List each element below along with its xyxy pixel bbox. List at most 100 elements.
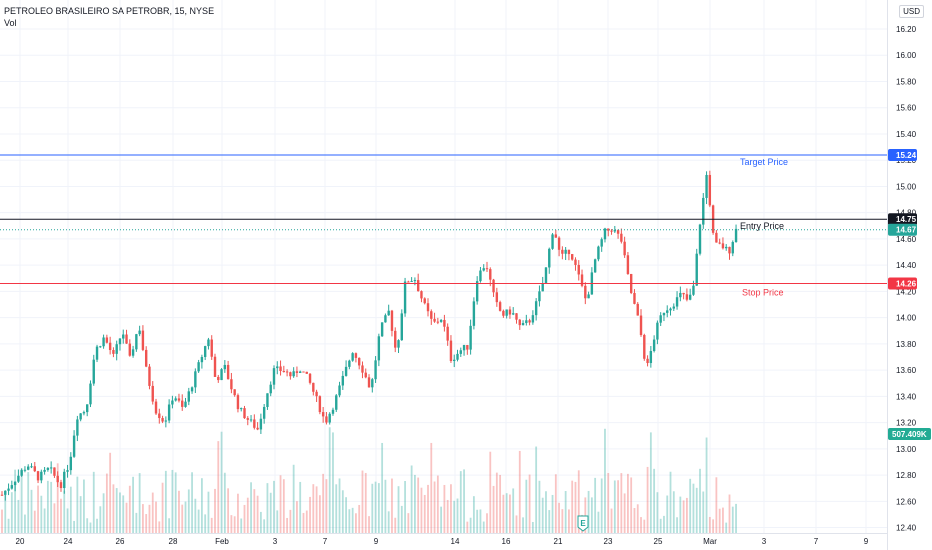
volume-bar bbox=[24, 514, 26, 533]
candle-body bbox=[600, 239, 603, 247]
candle-body bbox=[456, 353, 459, 360]
volume-bar bbox=[37, 485, 39, 533]
currency-button[interactable]: USD bbox=[899, 5, 924, 18]
candle-body bbox=[335, 395, 338, 410]
volume-bar bbox=[4, 490, 7, 533]
candle-body bbox=[534, 301, 538, 316]
volume-bar bbox=[653, 468, 656, 533]
volume-bar bbox=[246, 497, 249, 533]
volume-bar bbox=[479, 509, 482, 533]
volume-tag-bg bbox=[888, 428, 931, 440]
candle-body bbox=[249, 419, 253, 421]
volume-bar bbox=[453, 500, 456, 533]
candle-body bbox=[69, 456, 73, 471]
candle-body bbox=[171, 400, 174, 405]
volume-bar bbox=[312, 484, 315, 533]
volume-bar bbox=[158, 521, 161, 533]
volume-bar bbox=[558, 502, 560, 533]
legend: PETROLEO BRASILEIRO SA PETROBR, 15, NYSE… bbox=[4, 5, 214, 29]
volume-bar bbox=[410, 465, 413, 533]
volume-bar bbox=[217, 441, 220, 533]
volume-bar bbox=[387, 511, 390, 533]
candle-body bbox=[672, 306, 675, 309]
volume-bar bbox=[276, 510, 279, 533]
volume-bar bbox=[656, 492, 659, 533]
volume-bar bbox=[643, 519, 646, 533]
volume-bar bbox=[338, 478, 341, 533]
y-tick-label: 16.00 bbox=[896, 51, 917, 60]
volume-bar bbox=[204, 514, 207, 533]
candle-body bbox=[616, 230, 620, 234]
candle-body bbox=[685, 294, 689, 300]
volume-bar bbox=[40, 495, 43, 533]
candle-body bbox=[86, 404, 89, 413]
y-tick-label: 13.40 bbox=[896, 392, 917, 401]
candle-body bbox=[380, 322, 384, 337]
y-tick-label: 15.60 bbox=[896, 104, 917, 113]
candle-body bbox=[122, 334, 125, 339]
volume-bar bbox=[96, 518, 98, 533]
volume-bar bbox=[417, 477, 420, 533]
volume-bar bbox=[178, 490, 180, 533]
candle-body bbox=[102, 337, 105, 347]
volume-bar bbox=[610, 508, 613, 533]
volume-bar bbox=[112, 484, 115, 533]
y-tick-label: 13.60 bbox=[896, 366, 917, 375]
stop-price-label: Stop Price bbox=[742, 288, 784, 298]
volume-bar bbox=[128, 485, 131, 533]
volume-bar bbox=[469, 517, 472, 533]
volume-bar bbox=[623, 493, 626, 533]
volume-bar bbox=[699, 468, 701, 533]
volume-bar bbox=[561, 509, 564, 533]
volume-bar bbox=[1, 509, 3, 533]
volume-bars bbox=[1, 427, 737, 533]
volume-bar bbox=[617, 480, 619, 533]
candle-body bbox=[384, 315, 387, 323]
volume-bar bbox=[499, 474, 502, 533]
volume-bar bbox=[89, 522, 92, 533]
candle-body bbox=[423, 298, 426, 304]
volume-bar bbox=[676, 517, 678, 533]
price-levels: Target Price Entry Price Stop Price bbox=[0, 154, 887, 298]
volume-bar bbox=[594, 477, 597, 533]
volume-bar bbox=[17, 499, 20, 533]
x-tick-label: 25 bbox=[654, 537, 663, 546]
candle-body bbox=[515, 313, 518, 320]
candle-body bbox=[544, 267, 548, 284]
candle-body bbox=[53, 467, 56, 476]
candle-body bbox=[269, 384, 272, 394]
volume-indicator-label[interactable]: Vol bbox=[4, 18, 17, 28]
volume-bar bbox=[142, 504, 144, 533]
volume-bar bbox=[636, 504, 639, 533]
volume-bar bbox=[512, 488, 515, 533]
y-tick-label: 14.80 bbox=[896, 209, 917, 218]
stop-price-tag-value: 14.26 bbox=[896, 280, 917, 289]
candle-body bbox=[315, 391, 318, 397]
x-tick-label: 20 bbox=[16, 537, 25, 546]
volume-bar bbox=[7, 518, 10, 533]
volume-bar bbox=[682, 500, 685, 533]
candle-body bbox=[649, 351, 653, 364]
volume-bar bbox=[722, 507, 724, 533]
candle-body bbox=[426, 303, 430, 312]
candle-body bbox=[89, 383, 92, 405]
volume-bar bbox=[335, 484, 338, 533]
candle-body bbox=[521, 323, 525, 326]
candle-body bbox=[397, 340, 400, 348]
volume-bar bbox=[230, 515, 233, 533]
axis-tags: 15.24 14.75 14.26 14.67 507.409K bbox=[888, 148, 931, 440]
volume-bar bbox=[705, 437, 708, 533]
y-tick-label: 14.40 bbox=[896, 261, 917, 270]
candle-body bbox=[4, 490, 7, 495]
grid bbox=[0, 0, 887, 533]
volume-bar bbox=[685, 497, 688, 533]
candle-body bbox=[144, 349, 148, 367]
candle-body bbox=[669, 308, 672, 311]
symbol-title[interactable]: PETROLEO BRASILEIRO SA PETROBR, 15, NYSE bbox=[4, 6, 215, 16]
volume-bar bbox=[364, 472, 367, 533]
earnings-marker[interactable]: E bbox=[577, 515, 589, 532]
volume-bar bbox=[289, 509, 292, 533]
volume-bar bbox=[620, 473, 623, 533]
candle-body bbox=[482, 268, 485, 271]
